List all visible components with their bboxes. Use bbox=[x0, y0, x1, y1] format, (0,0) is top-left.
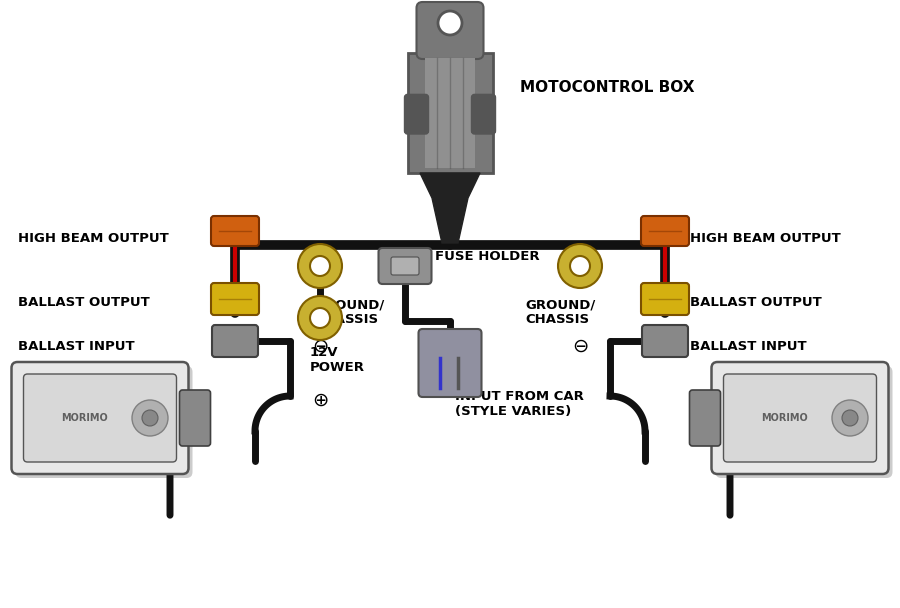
FancyBboxPatch shape bbox=[689, 390, 721, 446]
Text: ⊖: ⊖ bbox=[572, 336, 589, 356]
FancyBboxPatch shape bbox=[211, 283, 259, 315]
FancyBboxPatch shape bbox=[404, 94, 428, 134]
Circle shape bbox=[558, 244, 602, 288]
Circle shape bbox=[832, 400, 868, 436]
FancyBboxPatch shape bbox=[472, 94, 496, 134]
Text: MOTOCONTROL BOX: MOTOCONTROL BOX bbox=[520, 80, 695, 95]
FancyBboxPatch shape bbox=[12, 362, 188, 474]
Text: MORIMO: MORIMO bbox=[761, 413, 808, 423]
FancyBboxPatch shape bbox=[641, 216, 689, 246]
FancyBboxPatch shape bbox=[211, 216, 259, 246]
Circle shape bbox=[310, 256, 330, 276]
Text: MORIMO: MORIMO bbox=[61, 413, 108, 423]
Text: GROUND/
CHASSIS: GROUND/ CHASSIS bbox=[525, 298, 595, 326]
FancyBboxPatch shape bbox=[417, 2, 483, 59]
Circle shape bbox=[298, 244, 342, 288]
FancyBboxPatch shape bbox=[391, 257, 419, 275]
Text: ⊖: ⊖ bbox=[311, 336, 328, 356]
Text: HIGH BEAM OUTPUT: HIGH BEAM OUTPUT bbox=[18, 232, 169, 244]
FancyBboxPatch shape bbox=[15, 366, 193, 478]
FancyBboxPatch shape bbox=[379, 248, 431, 284]
FancyBboxPatch shape bbox=[212, 325, 258, 357]
FancyBboxPatch shape bbox=[425, 58, 475, 168]
FancyBboxPatch shape bbox=[418, 329, 482, 397]
FancyBboxPatch shape bbox=[408, 53, 492, 173]
Polygon shape bbox=[420, 173, 480, 243]
Circle shape bbox=[570, 256, 590, 276]
FancyBboxPatch shape bbox=[716, 366, 893, 478]
Circle shape bbox=[132, 400, 168, 436]
Text: HIGH BEAM OUTPUT: HIGH BEAM OUTPUT bbox=[690, 232, 841, 244]
FancyBboxPatch shape bbox=[712, 362, 888, 474]
Text: FUSE HOLDER: FUSE HOLDER bbox=[435, 249, 540, 263]
Text: INPUT FROM CAR
(STYLE VARIES): INPUT FROM CAR (STYLE VARIES) bbox=[455, 390, 584, 418]
Text: BALLAST INPUT: BALLAST INPUT bbox=[690, 339, 806, 353]
FancyBboxPatch shape bbox=[179, 390, 211, 446]
Text: BALLAST OUTPUT: BALLAST OUTPUT bbox=[18, 297, 149, 309]
Circle shape bbox=[298, 296, 342, 340]
Text: ⊕: ⊕ bbox=[311, 390, 328, 410]
Circle shape bbox=[438, 11, 462, 35]
Text: BALLAST INPUT: BALLAST INPUT bbox=[18, 339, 135, 353]
Text: BALLAST OUTPUT: BALLAST OUTPUT bbox=[690, 297, 822, 309]
Text: 12V
POWER: 12V POWER bbox=[310, 346, 365, 374]
Circle shape bbox=[842, 410, 858, 426]
Circle shape bbox=[142, 410, 158, 426]
FancyBboxPatch shape bbox=[641, 283, 689, 315]
FancyBboxPatch shape bbox=[642, 325, 688, 357]
FancyBboxPatch shape bbox=[724, 374, 877, 462]
Text: GROUND/
CHASSIS: GROUND/ CHASSIS bbox=[314, 298, 384, 326]
FancyBboxPatch shape bbox=[23, 374, 176, 462]
Circle shape bbox=[310, 308, 330, 328]
